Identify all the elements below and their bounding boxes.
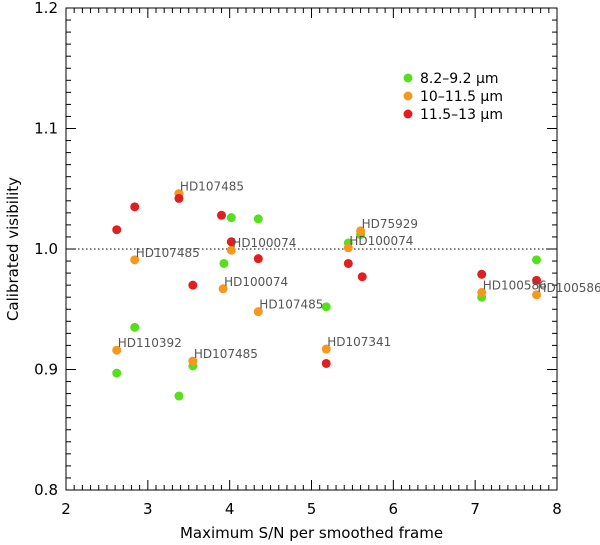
data-point-series-3 (112, 225, 122, 235)
y-tick-label: 0.8 (34, 481, 58, 499)
x-tick-label: 7 (470, 500, 480, 518)
legend-marker (403, 91, 413, 101)
y-axis-title: Calibrated visibility (4, 177, 22, 321)
y-tick-label: 1.2 (34, 0, 58, 17)
legend-marker (403, 73, 413, 83)
point-label: HD107485 (194, 347, 258, 361)
data-point-series-1 (532, 255, 542, 265)
data-point-series-2 (477, 287, 487, 297)
y-tick-label: 1.1 (34, 120, 58, 138)
point-label: HD100586 (483, 278, 547, 292)
x-tick-label: 5 (307, 500, 317, 518)
data-point-series-2 (356, 226, 366, 236)
data-point-series-3 (343, 258, 353, 268)
data-point-series-2 (321, 344, 331, 354)
point-label: HD100074 (349, 234, 413, 248)
legend-label: 10–11.5 µm (420, 89, 503, 105)
x-tick-label: 4 (225, 500, 235, 518)
x-tick-label: 2 (61, 500, 71, 518)
point-label: HD110392 (118, 336, 182, 350)
data-point-series-3 (226, 237, 236, 247)
x-tick-label: 6 (389, 500, 399, 518)
data-point-series-2 (226, 245, 236, 255)
data-point-series-3 (321, 358, 331, 368)
data-point-series-1 (321, 302, 331, 312)
data-point-series-3 (357, 272, 367, 282)
x-axis-title: Maximum S/N per smoothed frame (180, 524, 443, 542)
y-tick-label: 0.9 (34, 361, 58, 379)
point-label: HD107341 (327, 335, 391, 349)
legend-marker (403, 109, 413, 119)
data-point-series-1 (112, 368, 122, 378)
x-tick-label: 8 (552, 500, 562, 518)
data-point-series-2 (532, 290, 542, 300)
data-point-series-3 (477, 269, 487, 279)
point-label: HD107485 (259, 298, 323, 312)
plot-area: 2 3 4 5 6 7 8 0.8 0.9 1.0 1.1 1.2 Maximum S/N per sm… (4, 0, 600, 542)
legend-label: 11.5–13 µm (420, 107, 503, 123)
data-point-series-2 (253, 307, 263, 317)
data-point-series-2 (218, 284, 228, 294)
data-point-series-3 (188, 280, 198, 290)
data-point-series-3 (130, 202, 140, 212)
data-point-series-1 (174, 391, 184, 401)
data-point-series-1 (130, 322, 140, 332)
point-label: HD100074 (224, 275, 288, 289)
data-point-series-3 (174, 193, 184, 203)
point-label: HD107485 (180, 180, 244, 194)
legend-label: 8.2–9.2 µm (420, 71, 499, 87)
point-label: HD100074 (232, 236, 296, 250)
data-point-series-1 (226, 213, 236, 223)
point-label: HD107485 (136, 246, 200, 260)
data-point-series-2 (130, 255, 140, 265)
data-point-series-1 (253, 214, 263, 224)
data-point-series-2 (343, 243, 353, 253)
data-point-series-3 (253, 254, 263, 264)
data-point-series-2 (188, 356, 198, 366)
data-point-series-3 (532, 275, 542, 285)
point-label: HD75929 (362, 217, 418, 231)
point-label: HD100586 (538, 281, 600, 295)
x-tick-label: 3 (143, 500, 153, 518)
data-point-series-3 (216, 210, 226, 220)
data-point-series-1 (219, 258, 229, 268)
data-point-series-2 (112, 345, 122, 355)
y-tick-label: 1.0 (34, 240, 58, 258)
